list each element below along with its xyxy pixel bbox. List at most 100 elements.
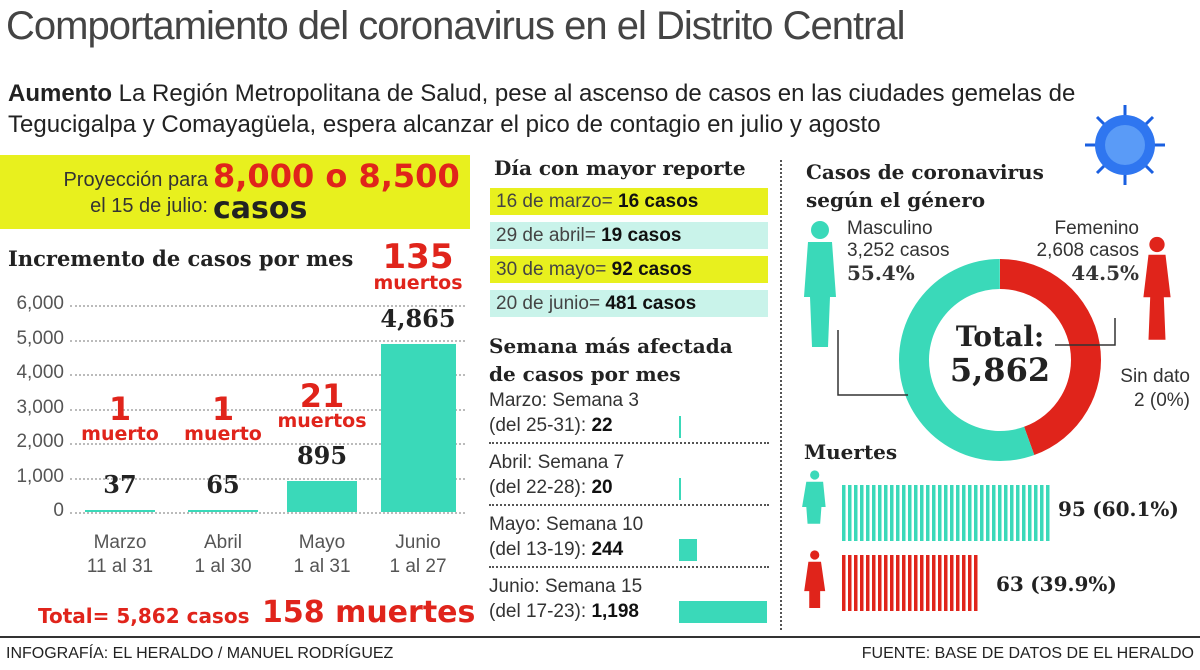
y-tick-label: 2,000	[16, 431, 64, 452]
subtitle: Aumento La Región Metropolitana de Salud…	[8, 78, 1198, 140]
deaths-count: 135	[382, 237, 454, 277]
month-label: Mayo 1 al 31	[272, 531, 372, 579]
death-tick-masculino	[992, 485, 996, 541]
week-label: Mayo: Semana 10	[489, 514, 644, 535]
death-tick-femenino	[854, 555, 858, 611]
deaths-count: 1	[108, 390, 132, 428]
week-divider	[489, 442, 769, 444]
female-figure-icon	[1143, 236, 1171, 340]
death-tick-femenino	[968, 555, 972, 611]
deaths-unit: muerto	[184, 423, 262, 445]
peak-day-cases: 481 casos	[605, 293, 697, 314]
death-tick-femenino	[962, 555, 966, 611]
month-range: 1 al 30	[194, 556, 252, 577]
death-tick-masculino	[908, 485, 912, 541]
death-tick-masculino	[974, 485, 978, 541]
death-tick-femenino	[842, 555, 846, 611]
death-tick-masculino	[878, 485, 882, 541]
bar-abril	[188, 509, 258, 512]
total-deaths: 158 muertes	[262, 595, 476, 630]
death-tick-femenino	[878, 555, 882, 611]
female-deaths-value: 63	[996, 572, 1024, 596]
month-label: Junio 1 al 27	[368, 531, 468, 579]
bar-chart-title: Incremento de casos por mes	[8, 246, 354, 271]
no-data-label: Sin dato 2 (0%)	[1110, 365, 1190, 413]
death-tick-masculino	[944, 485, 948, 541]
deaths-unit: muertos	[277, 410, 367, 432]
peak-day-item: 29 de abril= 19 casos	[490, 222, 768, 249]
male-deaths: 95 (60.1%)	[1058, 497, 1179, 521]
bar-value-label: 37	[103, 470, 137, 499]
bar-mayo	[287, 481, 357, 512]
subtitle-text: La Región Metropolitana de Salud, pese a…	[8, 80, 1076, 138]
death-tick-femenino	[860, 555, 864, 611]
peak-day-item: 16 de marzo= 16 casos	[490, 188, 768, 215]
deaths-label: 1 muerto	[168, 393, 278, 444]
month-name: Abril	[203, 532, 242, 553]
death-tick-masculino	[950, 485, 954, 541]
female-pct: 44.5%	[1071, 261, 1139, 285]
month-range: 1 al 27	[389, 556, 447, 577]
no-data-name: Sin dato	[1120, 366, 1190, 387]
week-bar	[679, 539, 697, 561]
death-tick-masculino	[842, 485, 846, 541]
subtitle-lead: Aumento	[8, 80, 112, 107]
death-tick-masculino	[1046, 485, 1050, 541]
death-tick-masculino	[872, 485, 876, 541]
bar-value-label: 4,865	[380, 304, 456, 334]
head	[1149, 236, 1165, 253]
death-tick-masculino	[932, 485, 936, 541]
footer-credit: INFOGRAFÍA: EL HERALDO / MANUEL RODRÍGUE…	[6, 645, 394, 662]
death-tick-masculino	[1004, 485, 1008, 541]
week-bar	[679, 416, 681, 438]
death-tick-masculino	[962, 485, 966, 541]
peak-day-cases: 92 casos	[611, 259, 692, 280]
footer-rule	[0, 636, 1200, 638]
projection-value: 8,000 o 8,500	[213, 157, 460, 195]
week-bar	[679, 601, 767, 623]
death-tick-masculino	[956, 485, 960, 541]
deaths-label: 135 muertos	[363, 240, 473, 293]
gridline	[70, 512, 465, 514]
week-divider	[489, 504, 769, 506]
death-tick-femenino	[908, 555, 912, 611]
peak-days-title: Día con mayor reporte	[494, 156, 746, 180]
peak-day-date: 20 de junio=	[496, 293, 601, 314]
total-value: 5,862	[949, 351, 1051, 389]
week-label: Junio: Semana 15	[489, 576, 643, 597]
week-range-text: (del 22-28):	[489, 477, 587, 498]
peak-day-item: 20 de junio= 481 casos	[490, 290, 768, 317]
gridline	[70, 339, 465, 342]
death-tick-masculino	[920, 485, 924, 541]
body	[802, 481, 826, 524]
y-tick-label: 3,000	[16, 396, 64, 418]
month-range: 11 al 31	[86, 556, 154, 577]
male-leader-line	[837, 330, 908, 396]
gridline	[70, 374, 465, 376]
death-tick-femenino	[956, 555, 960, 611]
week-value: 244	[591, 539, 624, 560]
female-deaths: 63 (39.9%)	[996, 572, 1117, 596]
week-item: Junio: Semana 15 (del 17-23): 1,198	[489, 574, 769, 624]
deaths-label: 1 muerto	[65, 393, 175, 444]
week-range: (del 22-28): 20	[489, 475, 769, 500]
weeks-title-line1: Semana más afectada	[489, 334, 733, 358]
week-range-text: (del 25-31):	[489, 415, 587, 436]
bar-marzo	[85, 510, 155, 512]
month-name: Mayo	[298, 532, 346, 553]
week-value: 1,198	[591, 601, 639, 622]
death-tick-masculino	[938, 485, 942, 541]
death-tick-masculino	[890, 485, 894, 541]
donut-total: Total: 5,862	[935, 322, 1065, 389]
death-tick-masculino	[968, 485, 972, 541]
female-name: Femenino	[1054, 218, 1140, 239]
head	[810, 470, 820, 480]
week-range: (del 13-19): 244	[489, 537, 769, 562]
death-tick-masculino	[848, 485, 852, 541]
male-deaths-figure-icon	[802, 470, 826, 524]
gender-donut-chart	[804, 221, 1171, 461]
week-range-text: (del 13-19):	[489, 539, 587, 560]
death-tick-masculino	[980, 485, 984, 541]
bar-junio	[380, 344, 456, 512]
male-cases: 3,252 casos	[847, 240, 950, 261]
